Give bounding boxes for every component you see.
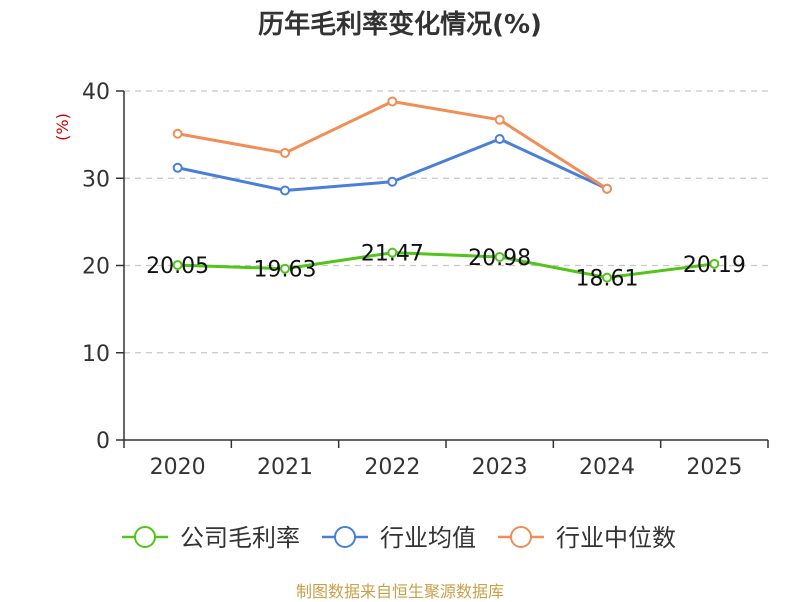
data-point-0-1 — [280, 263, 290, 274]
data-label-0-1: 19.63 — [254, 258, 317, 283]
data-point-2-1 — [280, 147, 290, 158]
legend-marker-2 — [510, 526, 532, 548]
data-label-0-4: 18.61 — [576, 267, 639, 292]
x-tick-label-2020: 2020 — [150, 455, 206, 480]
data-point-1-3 — [494, 133, 505, 144]
legend-label-0: 公司毛利率 — [180, 524, 300, 552]
axis-layer: 0 10 20 30 40 (%) 2020 2021 2022 2023 2024 2025 — [53, 80, 769, 480]
x-tick-label-2024: 2024 — [579, 455, 635, 480]
y-tick-label-30: 30 — [82, 167, 110, 192]
x-tick-label-2022: 2022 — [364, 455, 420, 480]
y-tick-label-10: 10 — [82, 342, 110, 367]
legend-label-1: 行业均值 — [380, 524, 476, 552]
data-point-2-0 — [172, 128, 183, 139]
series-layer — [172, 96, 720, 283]
y-tick-label-0: 0 — [96, 429, 110, 454]
data-label-0-5: 20.19 — [683, 253, 746, 278]
data-point-0-2 — [387, 247, 398, 258]
data-point-1-2 — [387, 176, 398, 187]
x-tick-label-2025: 2025 — [686, 455, 742, 480]
data-point-0-5 — [709, 258, 720, 269]
legend: 公司毛利率 行业均值 行业中位数 — [122, 524, 676, 552]
x-tick-label-2021: 2021 — [257, 455, 313, 480]
x-tick-label-2023: 2023 — [472, 455, 528, 480]
data-point-1-0 — [172, 162, 183, 173]
y-axis-label: (%) — [53, 113, 72, 141]
chart-title: 历年毛利率变化情况(%) — [258, 10, 542, 40]
data-point-2-3 — [494, 114, 505, 125]
data-label-0-3: 20.98 — [468, 246, 531, 271]
data-point-0-4 — [602, 272, 612, 283]
legend-marker-0 — [134, 526, 156, 548]
grid-layer — [124, 90, 768, 354]
data-label-0-0: 20.05 — [146, 254, 209, 279]
source-note: 制图数据来自恒生聚源数据库 — [295, 582, 504, 601]
data-label-0-2: 21.47 — [361, 242, 424, 267]
data-point-1-1 — [280, 185, 290, 196]
data-point-0-3 — [494, 251, 505, 262]
y-tick-label-40: 40 — [82, 80, 110, 105]
y-tick-label-20: 20 — [82, 255, 110, 280]
label-layer: 20.05 19.63 21.47 20.98 18.61 20.19 — [146, 242, 746, 292]
legend-label-2: 行业中位数 — [556, 524, 676, 552]
series-line-0 — [177, 251, 715, 280]
data-point-2-2 — [387, 96, 398, 107]
series-line-2 — [177, 99, 608, 190]
data-point-0-0 — [172, 260, 183, 271]
data-point-2-4 — [602, 183, 612, 194]
legend-marker-1 — [334, 526, 356, 548]
